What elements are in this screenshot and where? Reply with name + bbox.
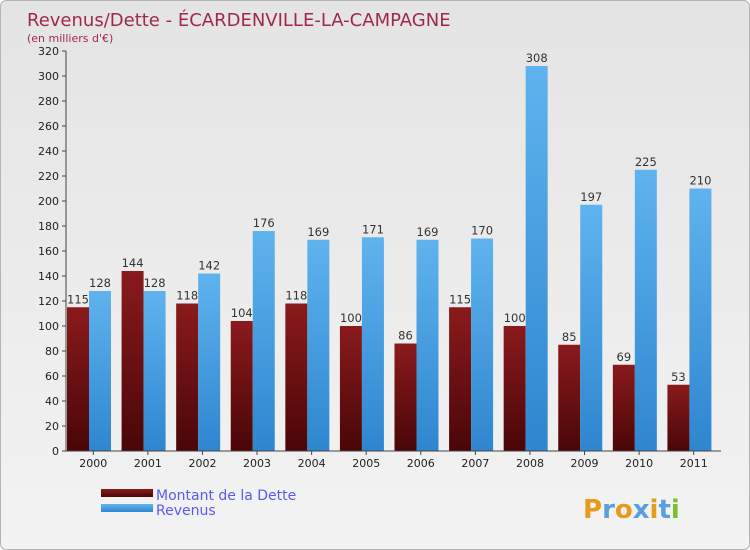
value-label-revenus: 169: [417, 225, 439, 239]
bar-dette: [612, 364, 635, 451]
bar-dette: [339, 326, 362, 451]
bar-dette: [121, 271, 144, 451]
x-tick-label: 2003: [243, 457, 271, 470]
bar-dette: [394, 343, 417, 451]
y-tick-label: 140: [38, 270, 59, 283]
bar-dette: [176, 303, 199, 451]
logo-letter: x: [633, 495, 650, 525]
value-label-dette: 115: [67, 292, 89, 306]
value-label-dette: 86: [398, 329, 413, 343]
value-label-dette: 118: [176, 289, 198, 303]
bar-dette: [558, 344, 581, 451]
proxiti-logo-text: Proxiti: [583, 495, 680, 525]
y-tick-label: 100: [38, 320, 59, 333]
y-tick-label: 240: [38, 145, 59, 158]
bar-revenus: [307, 239, 330, 451]
value-label-dette: 85: [562, 330, 577, 344]
x-tick-label: 2004: [298, 457, 326, 470]
x-axis: 2000 2001 2002 2003 2004 2005 2006 2007 2008 2009…: [66, 450, 721, 470]
x-tick-label: 2011: [680, 457, 708, 470]
value-label-revenus: 128: [144, 276, 166, 290]
bar-revenus: [634, 169, 657, 451]
y-tick-label: 200: [38, 195, 59, 208]
bar-revenus: [143, 291, 166, 451]
y-tick-label: 280: [38, 95, 59, 108]
y-tick-label: 20: [45, 420, 59, 433]
bar-revenus: [689, 188, 712, 451]
x-tick-label: 2001: [134, 457, 162, 470]
logo-letter: o: [615, 495, 633, 525]
value-label-dette: 69: [617, 350, 632, 364]
x-tick-label: 2007: [461, 457, 489, 470]
value-label-dette: 100: [340, 311, 362, 325]
bar-revenus: [525, 66, 548, 451]
bar-dette: [67, 307, 89, 451]
value-label-dette: 53: [671, 370, 686, 384]
y-tick-label: 0: [52, 445, 59, 458]
bar-revenus: [252, 231, 275, 451]
value-label-revenus: 197: [580, 190, 602, 204]
value-label-revenus: 225: [635, 155, 657, 169]
value-label-revenus: 171: [362, 222, 384, 236]
bar-revenus: [198, 273, 221, 451]
legend-label-revenus: Revenus: [156, 503, 216, 519]
legend-label-debt: Montant de la Dette: [156, 488, 296, 504]
logo-letter: i: [671, 495, 680, 525]
chart-title: Revenus/Dette - ÉCARDENVILLE-LA-CAMPAGNE: [27, 9, 451, 31]
bar-revenus: [361, 237, 384, 451]
bar-dette: [449, 307, 472, 451]
value-label-revenus: 128: [89, 276, 111, 290]
x-tick-label: 2008: [516, 457, 544, 470]
logo-letter: t: [658, 495, 670, 525]
bar-dette: [285, 303, 308, 451]
value-label-revenus: 169: [307, 225, 329, 239]
x-tick-label: 2002: [188, 457, 216, 470]
x-tick-label: 2009: [571, 457, 599, 470]
y-tick-label: 320: [38, 45, 59, 58]
value-label-revenus: 308: [526, 51, 548, 65]
x-tick-label: 2006: [407, 457, 435, 470]
value-label-dette: 104: [231, 306, 253, 320]
bar-dette: [503, 326, 526, 451]
value-label-dette: 100: [504, 311, 526, 325]
value-label-dette: 118: [285, 289, 307, 303]
bars-group: 1151281441281181421041761181691001718616…: [67, 51, 712, 451]
y-axis: 0 20 40 60 80 100 120 140 160 180 200 220 240 260 280 3…: [38, 45, 67, 458]
y-tick-label: 80: [45, 345, 59, 358]
y-tick-label: 220: [38, 170, 59, 183]
legend-swatch-debt: [101, 489, 153, 497]
y-tick-label: 60: [45, 370, 59, 383]
value-label-revenus: 170: [471, 224, 493, 238]
legend: Montant de la Dette Revenus: [101, 488, 296, 519]
x-tick-label: 2000: [79, 457, 107, 470]
y-tick-label: 120: [38, 295, 59, 308]
bar-dette: [667, 384, 690, 451]
proxiti-logo: Proxiti: [583, 495, 680, 525]
y-tick-label: 300: [38, 70, 59, 83]
bar-revenus: [89, 291, 111, 451]
y-tick-label: 40: [45, 395, 59, 408]
y-tick-label: 180: [38, 220, 59, 233]
legend-swatch-revenus: [101, 504, 153, 512]
logo-letter: r: [602, 495, 615, 525]
bar-revenus: [416, 239, 439, 451]
value-label-revenus: 176: [253, 216, 275, 230]
chart-subtitle: (en milliers d'€): [27, 32, 113, 45]
bar-dette: [230, 321, 253, 451]
value-label-revenus: 210: [689, 174, 711, 188]
x-tick-label: 2005: [352, 457, 380, 470]
value-label-dette: 144: [122, 256, 144, 270]
x-tick-label: 2010: [625, 457, 653, 470]
value-label-revenus: 142: [198, 259, 220, 273]
bar-revenus: [471, 238, 494, 451]
y-tick-label: 160: [38, 245, 59, 258]
logo-letter: P: [583, 495, 602, 525]
value-label-dette: 115: [449, 292, 471, 306]
logo-letter: i: [650, 495, 659, 525]
y-tick-label: 260: [38, 120, 59, 133]
bar-revenus: [580, 204, 603, 451]
